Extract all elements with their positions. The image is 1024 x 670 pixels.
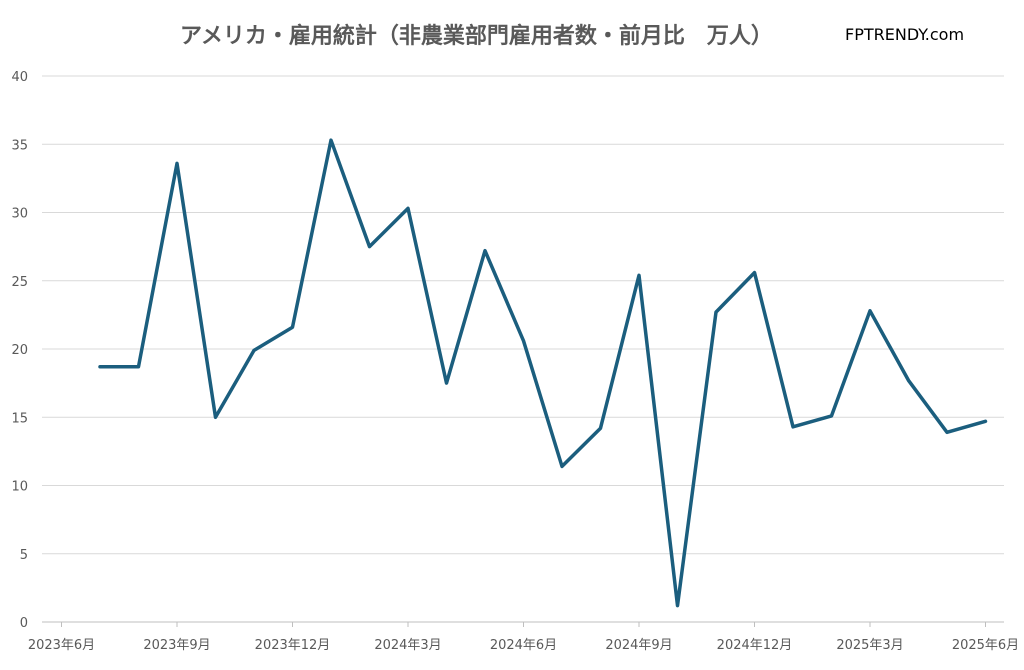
x-tick-label: 2025年6月 [952, 638, 1019, 653]
chart-title: アメリカ・雇用統計（非農業部門雇用者数・前月比 万人） [180, 24, 773, 49]
x-axis-ticks: 2023年6月 2023年9月 2023年12月 2024年3月 2024年6月 2024… [28, 622, 1019, 653]
x-tick-label: 2024年9月 [605, 638, 672, 653]
y-tick-label: 30 [11, 207, 28, 222]
x-tick-label: 2023年12月 [255, 638, 331, 653]
x-tick-label: 2023年9月 [143, 638, 210, 653]
y-tick-label: 25 [11, 275, 28, 290]
x-tick-label: 2025年3月 [836, 638, 903, 653]
y-axis-ticks: 0 5 10 15 20 25 30 35 40 [11, 70, 28, 631]
y-tick-label: 5 [20, 548, 28, 563]
y-tick-label: 35 [11, 138, 28, 153]
brand-label: FPTRENDY.com [845, 25, 965, 44]
x-tick-label: 2024年3月 [374, 638, 441, 653]
y-tick-label: 40 [11, 70, 28, 85]
x-tick-label: 2023年6月 [28, 638, 95, 653]
y-tick-label: 15 [11, 411, 28, 426]
gridlines [42, 75, 1004, 623]
y-tick-label: 0 [20, 616, 28, 631]
x-tick-label: 2024年6月 [490, 638, 557, 653]
series-layer [98, 138, 988, 608]
x-tick-label: 2024年12月 [717, 638, 793, 653]
y-tick-label: 20 [11, 343, 28, 358]
y-tick-label: 10 [11, 480, 28, 495]
series-line-0 [98, 138, 988, 608]
